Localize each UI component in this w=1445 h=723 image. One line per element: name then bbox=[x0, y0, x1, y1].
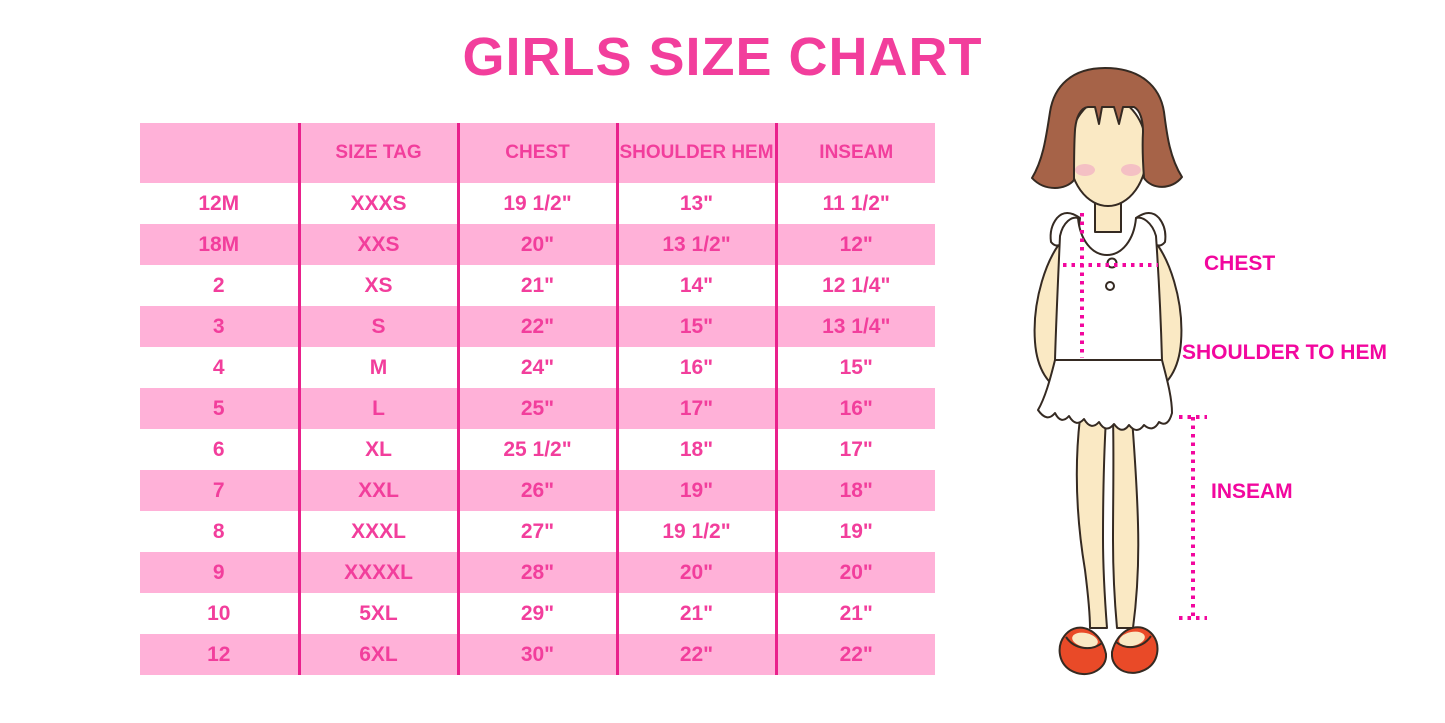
table-cell: 12M bbox=[140, 183, 299, 224]
table-cell: 12 1/4" bbox=[774, 265, 935, 306]
table-cell: 25 1/2" bbox=[456, 429, 617, 470]
table-row: 9 XXXXL 28" 20" 20" bbox=[140, 552, 935, 593]
table-row: 6 XL 25 1/2" 18" 17" bbox=[140, 429, 935, 470]
table-cell: 18" bbox=[615, 429, 776, 470]
table-cell: M bbox=[297, 347, 458, 388]
table-cell: 7 bbox=[140, 470, 299, 511]
table-cell: 21" bbox=[774, 593, 935, 634]
table-cell: 18M bbox=[140, 224, 299, 265]
girl-face bbox=[1068, 97, 1148, 207]
size-table: SIZE TAG CHEST SHOULDER HEM INSEAM 12M XXXS 1… bbox=[140, 123, 935, 675]
table-row: 7 XXL 26" 19" 18" bbox=[140, 470, 935, 511]
table-cell: 15" bbox=[774, 347, 935, 388]
girl-blush bbox=[1075, 164, 1141, 176]
table-cell: 19" bbox=[774, 511, 935, 552]
girl-legs bbox=[1075, 417, 1140, 629]
table-row: 2 XS 21" 14" 12 1/4" bbox=[140, 265, 935, 306]
table-cell: 13 1/2" bbox=[615, 224, 776, 265]
table-cell: XS bbox=[297, 265, 458, 306]
table-cell: 6 bbox=[140, 429, 299, 470]
table-cell: XXXXL bbox=[297, 552, 458, 593]
table-cell: 15" bbox=[615, 306, 776, 347]
table-cell: XXS bbox=[297, 224, 458, 265]
table-cell: 17" bbox=[615, 388, 776, 429]
table-cell: 20" bbox=[456, 224, 617, 265]
page-title: GIRLS SIZE CHART bbox=[462, 27, 983, 87]
size-table-body: 12M XXXS 19 1/2" 13" 11 1/2" 18M XXS 20" 13 1/2"… bbox=[140, 183, 935, 675]
table-cell: 26" bbox=[456, 470, 617, 511]
table-cell: 13 1/4" bbox=[774, 306, 935, 347]
table-cell: 30" bbox=[456, 634, 617, 675]
girl-illustration bbox=[1031, 67, 1207, 676]
table-cell: 16" bbox=[774, 388, 935, 429]
table-cell: 19" bbox=[615, 470, 776, 511]
table-cell: 5 bbox=[140, 388, 299, 429]
girl-skirt bbox=[1037, 359, 1173, 431]
table-cell: 24" bbox=[456, 347, 617, 388]
header-cell: INSEAM bbox=[774, 123, 935, 183]
table-cell: 19 1/2" bbox=[615, 511, 776, 552]
table-cell: 12 bbox=[140, 634, 299, 675]
table-cell: 17" bbox=[774, 429, 935, 470]
table-cell: 14" bbox=[615, 265, 776, 306]
inseam-label: INSEAM bbox=[1211, 480, 1293, 503]
table-row: 12M XXXS 19 1/2" 13" 11 1/2" bbox=[140, 183, 935, 224]
inseam-measure-line bbox=[1179, 415, 1207, 620]
table-cell: 13" bbox=[615, 183, 776, 224]
shoulder-to-hem-label: SHOULDER TO HEM bbox=[1182, 341, 1387, 364]
table-cell: 22" bbox=[456, 306, 617, 347]
table-cell: 20" bbox=[774, 552, 935, 593]
size-table-header: SIZE TAG CHEST SHOULDER HEM INSEAM bbox=[140, 123, 935, 183]
header-cell bbox=[140, 123, 299, 183]
table-cell: 25" bbox=[456, 388, 617, 429]
chest-label: CHEST bbox=[1204, 252, 1276, 275]
table-cell: 2 bbox=[140, 265, 299, 306]
table-cell: 21" bbox=[615, 593, 776, 634]
table-cell: 19 1/2" bbox=[456, 183, 617, 224]
table-cell: 12" bbox=[774, 224, 935, 265]
girl-hair bbox=[1031, 67, 1183, 189]
header-row: SIZE TAG CHEST SHOULDER HEM INSEAM bbox=[140, 123, 935, 183]
table-row: 12 6XL 30" 22" 22" bbox=[140, 634, 935, 675]
header-cell: SIZE TAG bbox=[297, 123, 458, 183]
table-cell: 10 bbox=[140, 593, 299, 634]
table-cell: XXXS bbox=[297, 183, 458, 224]
table-cell: 16" bbox=[615, 347, 776, 388]
table-cell: S bbox=[297, 306, 458, 347]
table-row: 4 M 24" 16" 15" bbox=[140, 347, 935, 388]
table-cell: L bbox=[297, 388, 458, 429]
table-row: 10 5XL 29" 21" 21" bbox=[140, 593, 935, 634]
table-cell: 28" bbox=[456, 552, 617, 593]
table-cell: XXXL bbox=[297, 511, 458, 552]
table-cell: XXL bbox=[297, 470, 458, 511]
header-cell: SHOULDER HEM bbox=[615, 123, 776, 183]
table-row: 18M XXS 20" 13 1/2" 12" bbox=[140, 224, 935, 265]
table-cell: 29" bbox=[456, 593, 617, 634]
table-cell: 22" bbox=[615, 634, 776, 675]
header-cell: CHEST bbox=[456, 123, 617, 183]
table-cell: 20" bbox=[615, 552, 776, 593]
table-cell: 22" bbox=[774, 634, 935, 675]
table-cell: 21" bbox=[456, 265, 617, 306]
table-row: 8 XXXL 27" 19 1/2" 19" bbox=[140, 511, 935, 552]
table-row: 3 S 22" 15" 13 1/4" bbox=[140, 306, 935, 347]
table-cell: 4 bbox=[140, 347, 299, 388]
girl-shoes bbox=[1058, 626, 1159, 676]
table-cell: 3 bbox=[140, 306, 299, 347]
table-cell: 9 bbox=[140, 552, 299, 593]
table-cell: 8 bbox=[140, 511, 299, 552]
table-row: 5 L 25" 17" 16" bbox=[140, 388, 935, 429]
table-cell: 11 1/2" bbox=[774, 183, 935, 224]
table-cell: 5XL bbox=[297, 593, 458, 634]
table-cell: 6XL bbox=[297, 634, 458, 675]
table-cell: XL bbox=[297, 429, 458, 470]
table-cell: 18" bbox=[774, 470, 935, 511]
table-cell: 27" bbox=[456, 511, 617, 552]
